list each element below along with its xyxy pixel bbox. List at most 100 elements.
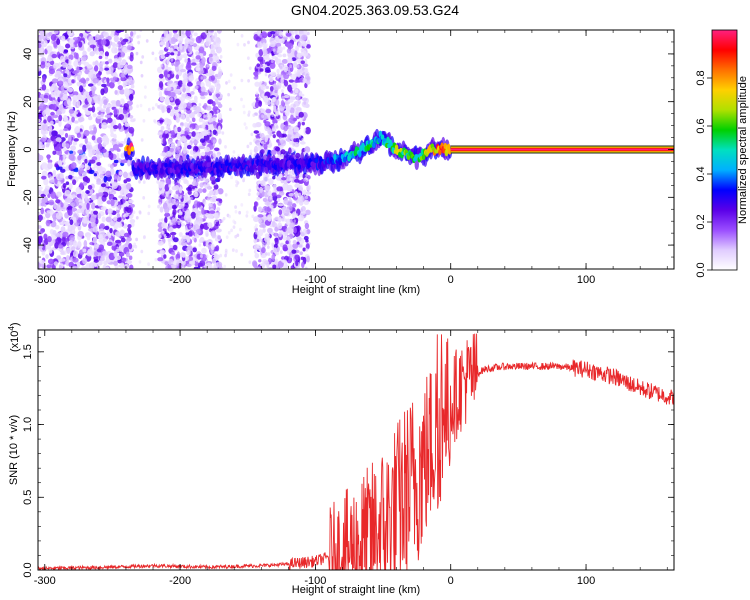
spectrogram-noise-cell: [62, 231, 69, 238]
spectrogram-noise-cell: [186, 144, 192, 150]
spectrogram-noise-cell: [118, 195, 124, 199]
spectrogram-noise-cell: [38, 154, 44, 161]
spectrogram-noise-cell: [294, 30, 298, 36]
spectrogram-noise-cell: [298, 30, 304, 35]
spectrogram-noise-cell: [201, 207, 205, 215]
spectrogram-noise-cell: [165, 130, 168, 134]
spectrogram-noise-cell: [165, 30, 169, 33]
spectrogram-noise-cell: [300, 60, 305, 65]
spectrogram-noise-cell: [291, 203, 297, 208]
spectrogram-noise-cell: [283, 125, 288, 132]
spectrogram-noise-cell: [297, 244, 303, 248]
spectrogram-noise-cell: [68, 134, 72, 142]
spectrogram-noise-cell: [207, 99, 214, 105]
spectrogram-noise-cell: [53, 90, 60, 97]
spectrogram-noise-cell: [293, 104, 296, 108]
spectrogram-noise-cell: [90, 194, 97, 201]
spectrogram-noise-cell: [304, 222, 310, 230]
colorbar-tick-label: 0.6: [695, 118, 707, 133]
spectrogram-noise-cell: [101, 83, 107, 88]
spectrogram-noise-cell: [186, 77, 189, 81]
spectrogram-noise-cell: [130, 31, 134, 37]
spectrogram-noise-cell: [81, 78, 87, 84]
spectrogram-noise-cell: [62, 147, 67, 152]
spectrogram-track-cell: [249, 165, 254, 173]
spectrogram-noise-cell: [105, 61, 109, 65]
spectrogram-noise-cell: [47, 115, 52, 123]
spectrogram-noise-cell: [230, 175, 233, 180]
spectrogram-noise-cell: [215, 218, 219, 223]
snr-series-line: [38, 333, 674, 570]
spectrogram-noise-cell: [170, 213, 174, 217]
spectrogram-noise-cell: [191, 131, 196, 137]
spectrogram-track-cell: [130, 146, 135, 152]
spectrogram-noise-cell: [272, 183, 277, 190]
spectrogram-noise-cell: [55, 137, 62, 142]
spectrogram-noise-cell: [59, 172, 64, 179]
spectrogram-noise-cell: [93, 266, 98, 269]
spectrogram-noise-cell: [187, 238, 190, 243]
spectrogram-noise-cell: [184, 193, 188, 201]
spectrogram-noise-cell: [253, 34, 259, 41]
spectrogram-noise-cell: [160, 125, 165, 130]
spectrogram-track-cell: [338, 159, 343, 166]
spectrogram-noise-cell: [261, 247, 266, 254]
spectrogram-noise-cell: [306, 31, 310, 36]
spectrogram-noise-cell: [276, 30, 280, 34]
spectrogram-noise-cell: [128, 255, 133, 261]
spectrogram-noise-cell: [302, 78, 308, 84]
spectrogram-noise-cell: [256, 63, 261, 67]
spectrogram-noise-cell: [170, 52, 175, 56]
spectrogram-noise-cell: [82, 144, 87, 153]
spectrogram-noise-cell: [38, 261, 41, 269]
spectrogram-noise-cell: [194, 146, 199, 151]
spectrogram-noise-cell: [234, 234, 238, 239]
spectrogram-noise-cell: [87, 47, 91, 52]
spectrogram-noise-cell: [294, 34, 300, 40]
spectrogram-noise-cell: [267, 227, 273, 234]
spectrogram-noise-cell: [306, 44, 311, 49]
spectrogram-noise-cell: [256, 142, 260, 147]
spectrogram-noise-cell: [46, 264, 52, 269]
snr-x-tick-label: 0: [448, 575, 454, 587]
spectrogram-noise-cell: [73, 120, 79, 124]
spectrogram-noise-cell: [61, 108, 66, 114]
spectrogram-noise-cell: [248, 260, 252, 264]
spectrogram-noise-cell: [114, 89, 118, 95]
spectrogram-noise-cell: [104, 114, 112, 118]
spectrogram-noise-cell: [98, 169, 103, 175]
spectrogram-noise-cell: [92, 226, 98, 233]
spectrogram-noise-cell: [59, 55, 65, 63]
spectrogram-noise-cell: [303, 128, 307, 132]
spectrogram-noise-cell: [270, 30, 276, 35]
spectrogram-noise-cell: [293, 211, 296, 215]
spectrogram-noise-cell: [55, 212, 62, 220]
spectrogram-noise-cell: [81, 191, 86, 199]
spectrogram-noise-cell: [175, 190, 180, 195]
spectrogram-noise-cell: [209, 190, 215, 196]
spectrogram-noise-cell: [164, 261, 169, 266]
spectrogram-noise-cell: [190, 137, 195, 141]
spectrogram-noise-cell: [291, 57, 297, 62]
spectrogram-noise-cell: [97, 115, 101, 120]
spectrogram-track-cell: [342, 156, 347, 163]
spectrogram-noise-cell: [147, 204, 151, 209]
spectrogram-noise-cell: [120, 40, 127, 46]
spectrogram-noise-cell: [89, 216, 96, 223]
spectrogram-noise-cell: [89, 39, 96, 44]
spectrogram-x-tick-label: -200: [169, 274, 191, 286]
spectrogram-noise-cell: [40, 207, 45, 215]
spectrogram-noise-cell: [182, 79, 187, 85]
spectrogram-noise-cell: [295, 106, 302, 111]
spectrogram-noise-cell: [62, 93, 69, 100]
spectrogram-noise-cell: [306, 184, 311, 191]
spectrogram-noise-cell: [224, 250, 228, 255]
spectrogram-noise-cell: [198, 217, 203, 224]
spectrogram-noise-cell: [99, 257, 105, 262]
spectrogram-noise-cell: [186, 263, 192, 268]
spectrogram-noise-cell: [43, 119, 47, 124]
snr-panel: -300 -200 -100 0 100 0.00.51.01.5 Height of …: [7, 322, 675, 596]
spectrogram-noise-cell: [109, 164, 114, 169]
spectrogram-noise-cell: [57, 244, 64, 249]
snr-x-tick-label: 100: [577, 575, 595, 587]
